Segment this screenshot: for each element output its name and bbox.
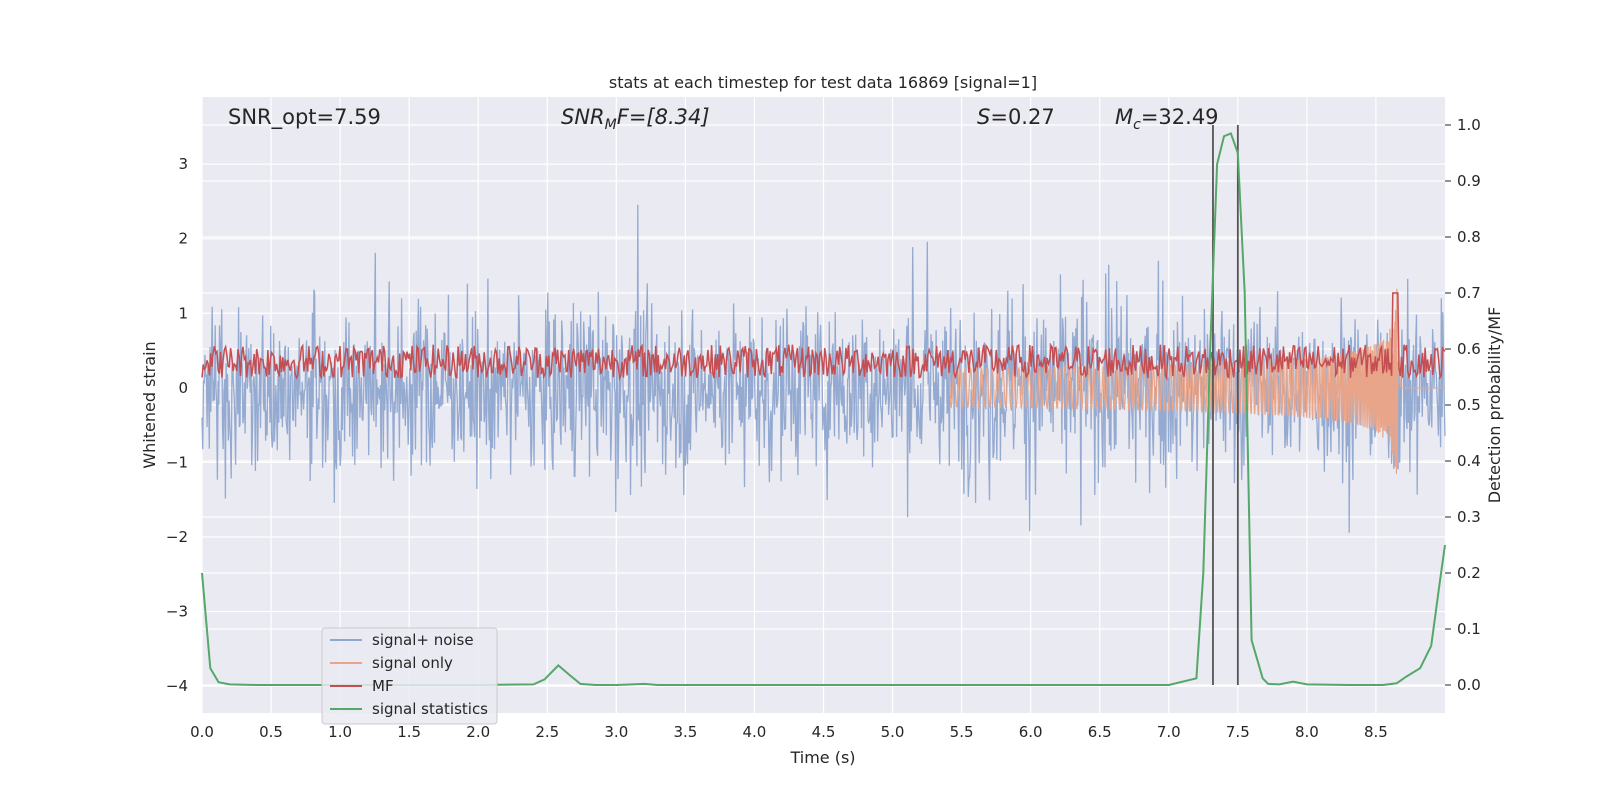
x-tick-label: 2.0	[466, 723, 490, 741]
vertical-markers	[1212, 125, 1239, 685]
legend-label: signal only	[372, 654, 453, 672]
y-axis-left-label: Whitened strain	[140, 341, 159, 468]
x-tick-label: 6.5	[1088, 723, 1112, 741]
x-tick-label: 0.5	[259, 723, 283, 741]
y-right-tick-label: 0.0	[1457, 676, 1481, 694]
y-left-tick-label: 2	[178, 230, 188, 248]
legend-label: signal+ noise	[372, 631, 474, 649]
y-right-tick-label: 0.6	[1457, 340, 1481, 358]
snr-mf-value: F=[8.34]	[617, 105, 710, 129]
mc-subscript: c	[1133, 117, 1141, 133]
y-left-tick-label: 3	[178, 155, 188, 173]
x-tick-label: 7.5	[1226, 723, 1250, 741]
mc-value: =32.49	[1141, 105, 1219, 129]
legend-label: MF	[372, 677, 394, 695]
legend-entries: signal+ noise signal only MF signal statist…	[330, 631, 488, 718]
y-right-tick-label: 0.7	[1457, 284, 1481, 302]
legend: signal+ noise signal only MF signal statist…	[321, 627, 498, 725]
annotation-mc: Mc=32.49	[1115, 105, 1219, 133]
legend-label: signal statistics	[372, 700, 488, 718]
chart-title: stats at each timestep for test data 168…	[609, 73, 1037, 92]
x-tick-label: 8.0	[1295, 723, 1319, 741]
snr-mf-base: SNR	[561, 105, 605, 129]
series-signal-only	[947, 288, 1445, 475]
y-left-tick-label: 1	[178, 304, 188, 322]
x-tick-label: 7.0	[1157, 723, 1181, 741]
y-right-tick-label: 0.4	[1457, 452, 1481, 470]
y-axis-right-label: Detection probability/MF	[1485, 307, 1504, 504]
x-tick-label: 6.0	[1019, 723, 1043, 741]
s-value: =0.27	[990, 105, 1054, 129]
y-left-tick-label: −3	[166, 603, 188, 621]
y-right-tick-label: 0.1	[1457, 620, 1481, 638]
x-tick-label: 0.0	[190, 723, 214, 741]
y-right-tick-label: 0.9	[1457, 172, 1481, 190]
y-right-tick-label: 0.8	[1457, 228, 1481, 246]
y-right-tick-label: 1.0	[1457, 116, 1481, 134]
annotation-snr-opt: SNR_opt=7.59	[228, 105, 381, 130]
x-tick-label: 1.5	[397, 723, 421, 741]
x-tick-label: 8.5	[1364, 723, 1388, 741]
y-left-tick-label: 0	[178, 379, 188, 397]
x-axis-label: Time (s)	[789, 748, 855, 767]
x-tick-label: 4.0	[743, 723, 767, 741]
y-axis-right-ticks: 0.0 0.1 0.2 0.3 0.4 0.5 0.6 0.7 0.8 0.9 1.0	[1445, 116, 1481, 694]
x-tick-label: 1.0	[328, 723, 352, 741]
x-tick-label: 3.0	[604, 723, 628, 741]
legend-box	[321, 627, 498, 725]
x-tick-label: 5.0	[881, 723, 905, 741]
x-tick-label: 4.5	[812, 723, 836, 741]
x-axis-ticks: 0.0 0.5 1.0 1.5 2.0 2.5 3.0 3.5 4.0 4.5 5.0 5.5 6.0 6…	[190, 723, 1388, 741]
x-tick-label: 3.5	[673, 723, 697, 741]
mc-symbol: M	[1115, 105, 1133, 129]
annotation-s: S=0.27	[977, 105, 1055, 129]
y-right-tick-label: 0.2	[1457, 564, 1481, 582]
y-left-tick-label: −4	[166, 677, 188, 695]
x-tick-label: 5.5	[950, 723, 974, 741]
y-right-tick-label: 0.5	[1457, 396, 1481, 414]
y-right-tick-label: 0.3	[1457, 508, 1481, 526]
y-left-tick-label: −2	[166, 528, 188, 546]
signal-only-line	[947, 288, 1445, 475]
y-left-tick-label: −1	[166, 453, 188, 471]
y-axis-left-ticks: −4 −3 −2 −1 0 1 2 3	[166, 155, 188, 695]
s-symbol: S	[977, 105, 990, 129]
x-tick-label: 2.5	[535, 723, 559, 741]
snr-mf-subscript: M	[605, 117, 617, 133]
annotation-snr-mf: SNRMF=[8.34]	[561, 105, 710, 133]
